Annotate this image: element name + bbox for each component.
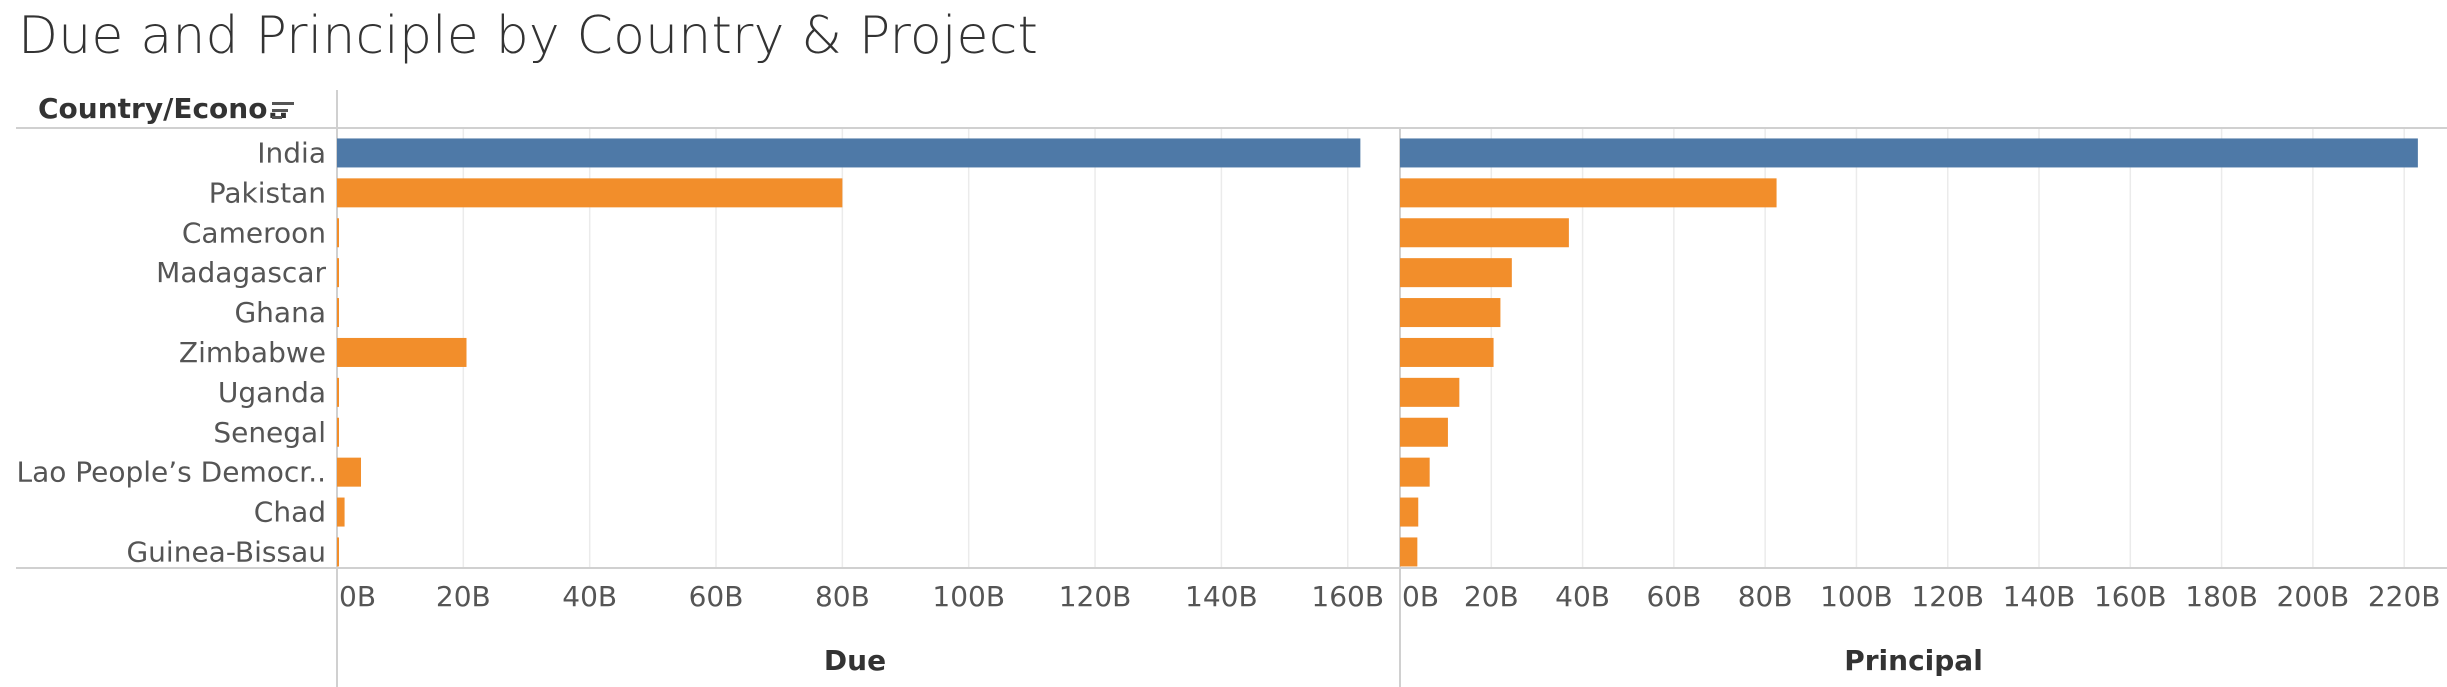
tick-label-due-3: 60B — [689, 580, 744, 613]
bar-due-3 — [337, 258, 339, 288]
bar-principal-10 — [1400, 537, 1418, 567]
category-label-3: Madagascar — [156, 256, 326, 289]
category-label-5: Zimbabwe — [179, 336, 326, 369]
tick-label-due-1: 20B — [436, 580, 491, 613]
tick-label-principal-3: 60B — [1646, 580, 1701, 613]
tick-label-principal-1: 20B — [1464, 580, 1519, 613]
bar-due-9 — [337, 497, 345, 527]
tick-label-due-5: 100B — [932, 580, 1005, 613]
bar-due-8 — [337, 457, 362, 487]
tick-label-principal-2: 40B — [1555, 580, 1610, 613]
category-label-7: Senegal — [213, 416, 326, 449]
bar-due-0 — [337, 138, 1361, 168]
axis-title-principal: Principal — [1844, 644, 1983, 677]
category-label-10: Guinea-Bissau — [126, 535, 326, 568]
tick-label-principal-6: 120B — [1911, 580, 1984, 613]
category-label-2: Cameroon — [182, 216, 326, 249]
bar-principal-5 — [1400, 337, 1494, 367]
bar-principal-8 — [1400, 457, 1430, 487]
axis-title-due: Due — [824, 644, 886, 677]
chart-title: Due and Principle by Country & Project — [18, 6, 1039, 66]
category-label-6: Uganda — [218, 376, 326, 409]
tick-label-due-8: 160B — [1311, 580, 1384, 613]
tick-label-principal-7: 140B — [2003, 580, 2076, 613]
bar-due-10 — [337, 537, 339, 567]
tick-label-principal-5: 100B — [1820, 580, 1893, 613]
row-header-country[interactable]: Country/Econo.. — [38, 92, 289, 125]
bar-due-4 — [337, 298, 339, 328]
bar-principal-1 — [1400, 178, 1777, 208]
category-label-4: Ghana — [234, 296, 326, 329]
sort-icon[interactable] — [272, 101, 296, 123]
category-label-0: India — [257, 136, 326, 169]
tick-label-principal-8: 160B — [2094, 580, 2167, 613]
bar-due-5 — [337, 337, 467, 367]
bar-due-1 — [337, 178, 843, 208]
bar-due-6 — [337, 377, 339, 407]
category-label-1: Pakistan — [209, 176, 326, 209]
tick-label-principal-4: 80B — [1738, 580, 1793, 613]
bar-principal-9 — [1400, 497, 1419, 527]
tick-label-principal-10: 200B — [2277, 580, 2350, 613]
tick-label-principal-9: 180B — [2185, 580, 2258, 613]
tick-label-due-0: 0B — [339, 580, 376, 613]
tick-label-due-2: 40B — [562, 580, 617, 613]
bar-due-2 — [337, 218, 339, 248]
tick-label-due-7: 140B — [1185, 580, 1258, 613]
category-label-8: Lao People’s Democr.. — [16, 456, 326, 489]
bar-due-7 — [337, 417, 339, 447]
bar-principal-4 — [1400, 298, 1501, 328]
bar-principal-0 — [1400, 138, 2418, 168]
bar-principal-6 — [1400, 377, 1460, 407]
bar-principal-2 — [1400, 218, 1569, 248]
category-label-9: Chad — [254, 496, 326, 529]
tick-label-due-4: 80B — [815, 580, 870, 613]
tick-label-due-6: 120B — [1059, 580, 1132, 613]
tick-label-principal-11: 220B — [2368, 580, 2441, 613]
tick-label-principal-0: 0B — [1402, 580, 1439, 613]
bar-principal-7 — [1400, 417, 1448, 447]
bar-principal-3 — [1400, 258, 1512, 288]
